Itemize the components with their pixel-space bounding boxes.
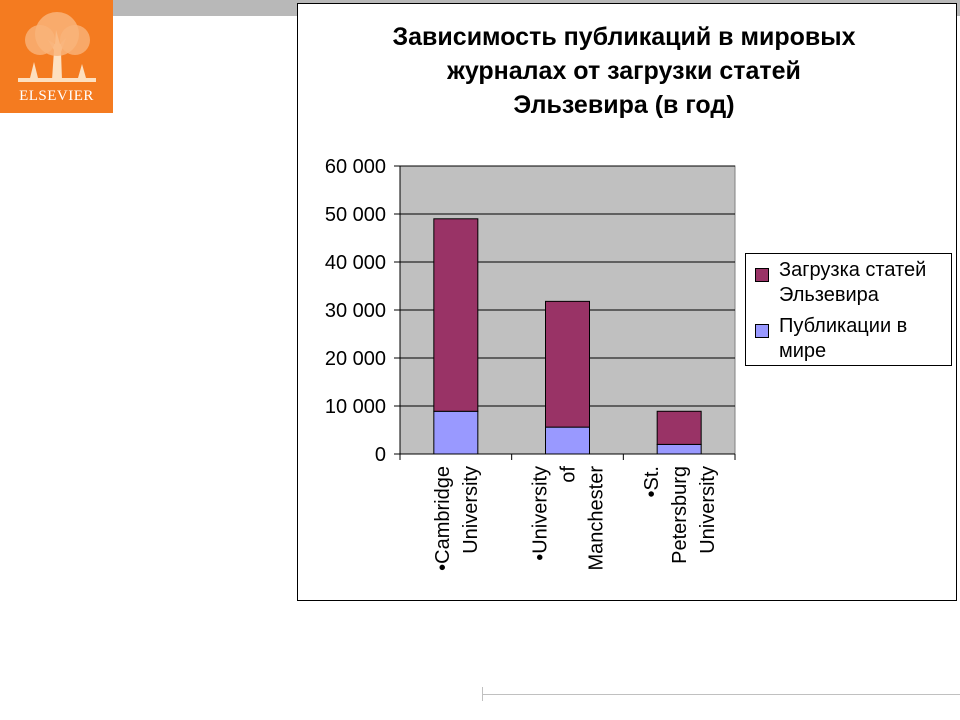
elsevier-logo: ELSEVIER: [0, 0, 113, 113]
bar-downloads: [433, 218, 479, 412]
x-category-label: Manchester: [586, 466, 608, 571]
x-category-label: of: [558, 466, 580, 483]
bar-publications: [545, 426, 590, 455]
bar-downloads: [656, 410, 702, 445]
legend-label-line: Эльзевира: [779, 284, 879, 306]
legend-label-line: мире: [779, 340, 827, 362]
chart-legend: Загрузка статей Эльзевира Публикации в м…: [745, 253, 952, 366]
y-tick-label: 20 000: [325, 348, 386, 370]
x-category-label: •University: [530, 466, 552, 561]
legend-swatch-publications: [755, 324, 769, 338]
chart-title-line: журналах от загрузки статей: [447, 57, 801, 85]
chart-title-line: Зависимость публикаций в мировых: [392, 23, 856, 51]
chart-title-line: Эльзевира (в год): [513, 91, 735, 119]
bar-publications: [433, 410, 479, 455]
legend-swatch-downloads: [755, 268, 769, 282]
x-category-label: University: [697, 466, 719, 554]
bottom-divider-tick: [482, 687, 483, 701]
logo-wordmark: ELSEVIER: [19, 88, 94, 104]
chart-title: Зависимость публикаций в мировых журнала…: [334, 20, 914, 122]
y-tick-label: 10 000: [325, 396, 386, 418]
y-tick-label: 30 000: [325, 300, 386, 322]
bottom-divider: [483, 694, 960, 695]
legend-label-publications: Публикации в мире: [779, 314, 907, 364]
y-tick-label: 60 000: [325, 156, 386, 178]
legend-label-line: Загрузка статей: [779, 259, 927, 281]
x-category-label: •St.: [641, 466, 663, 497]
y-tick-label: 0: [375, 444, 386, 466]
y-tick-label: 40 000: [325, 252, 386, 274]
bar-downloads: [545, 300, 590, 428]
x-category-label: •Cambridge: [432, 466, 454, 571]
legend-label-line: Публикации в: [779, 315, 908, 337]
x-category-label: University: [460, 466, 482, 554]
tree-icon: [18, 12, 96, 82]
y-tick-label: 50 000: [325, 204, 386, 226]
bar-publications: [656, 443, 702, 455]
x-category-label: Petersburg: [669, 466, 691, 564]
legend-label-downloads: Загрузка статей Эльзевира: [779, 258, 926, 308]
